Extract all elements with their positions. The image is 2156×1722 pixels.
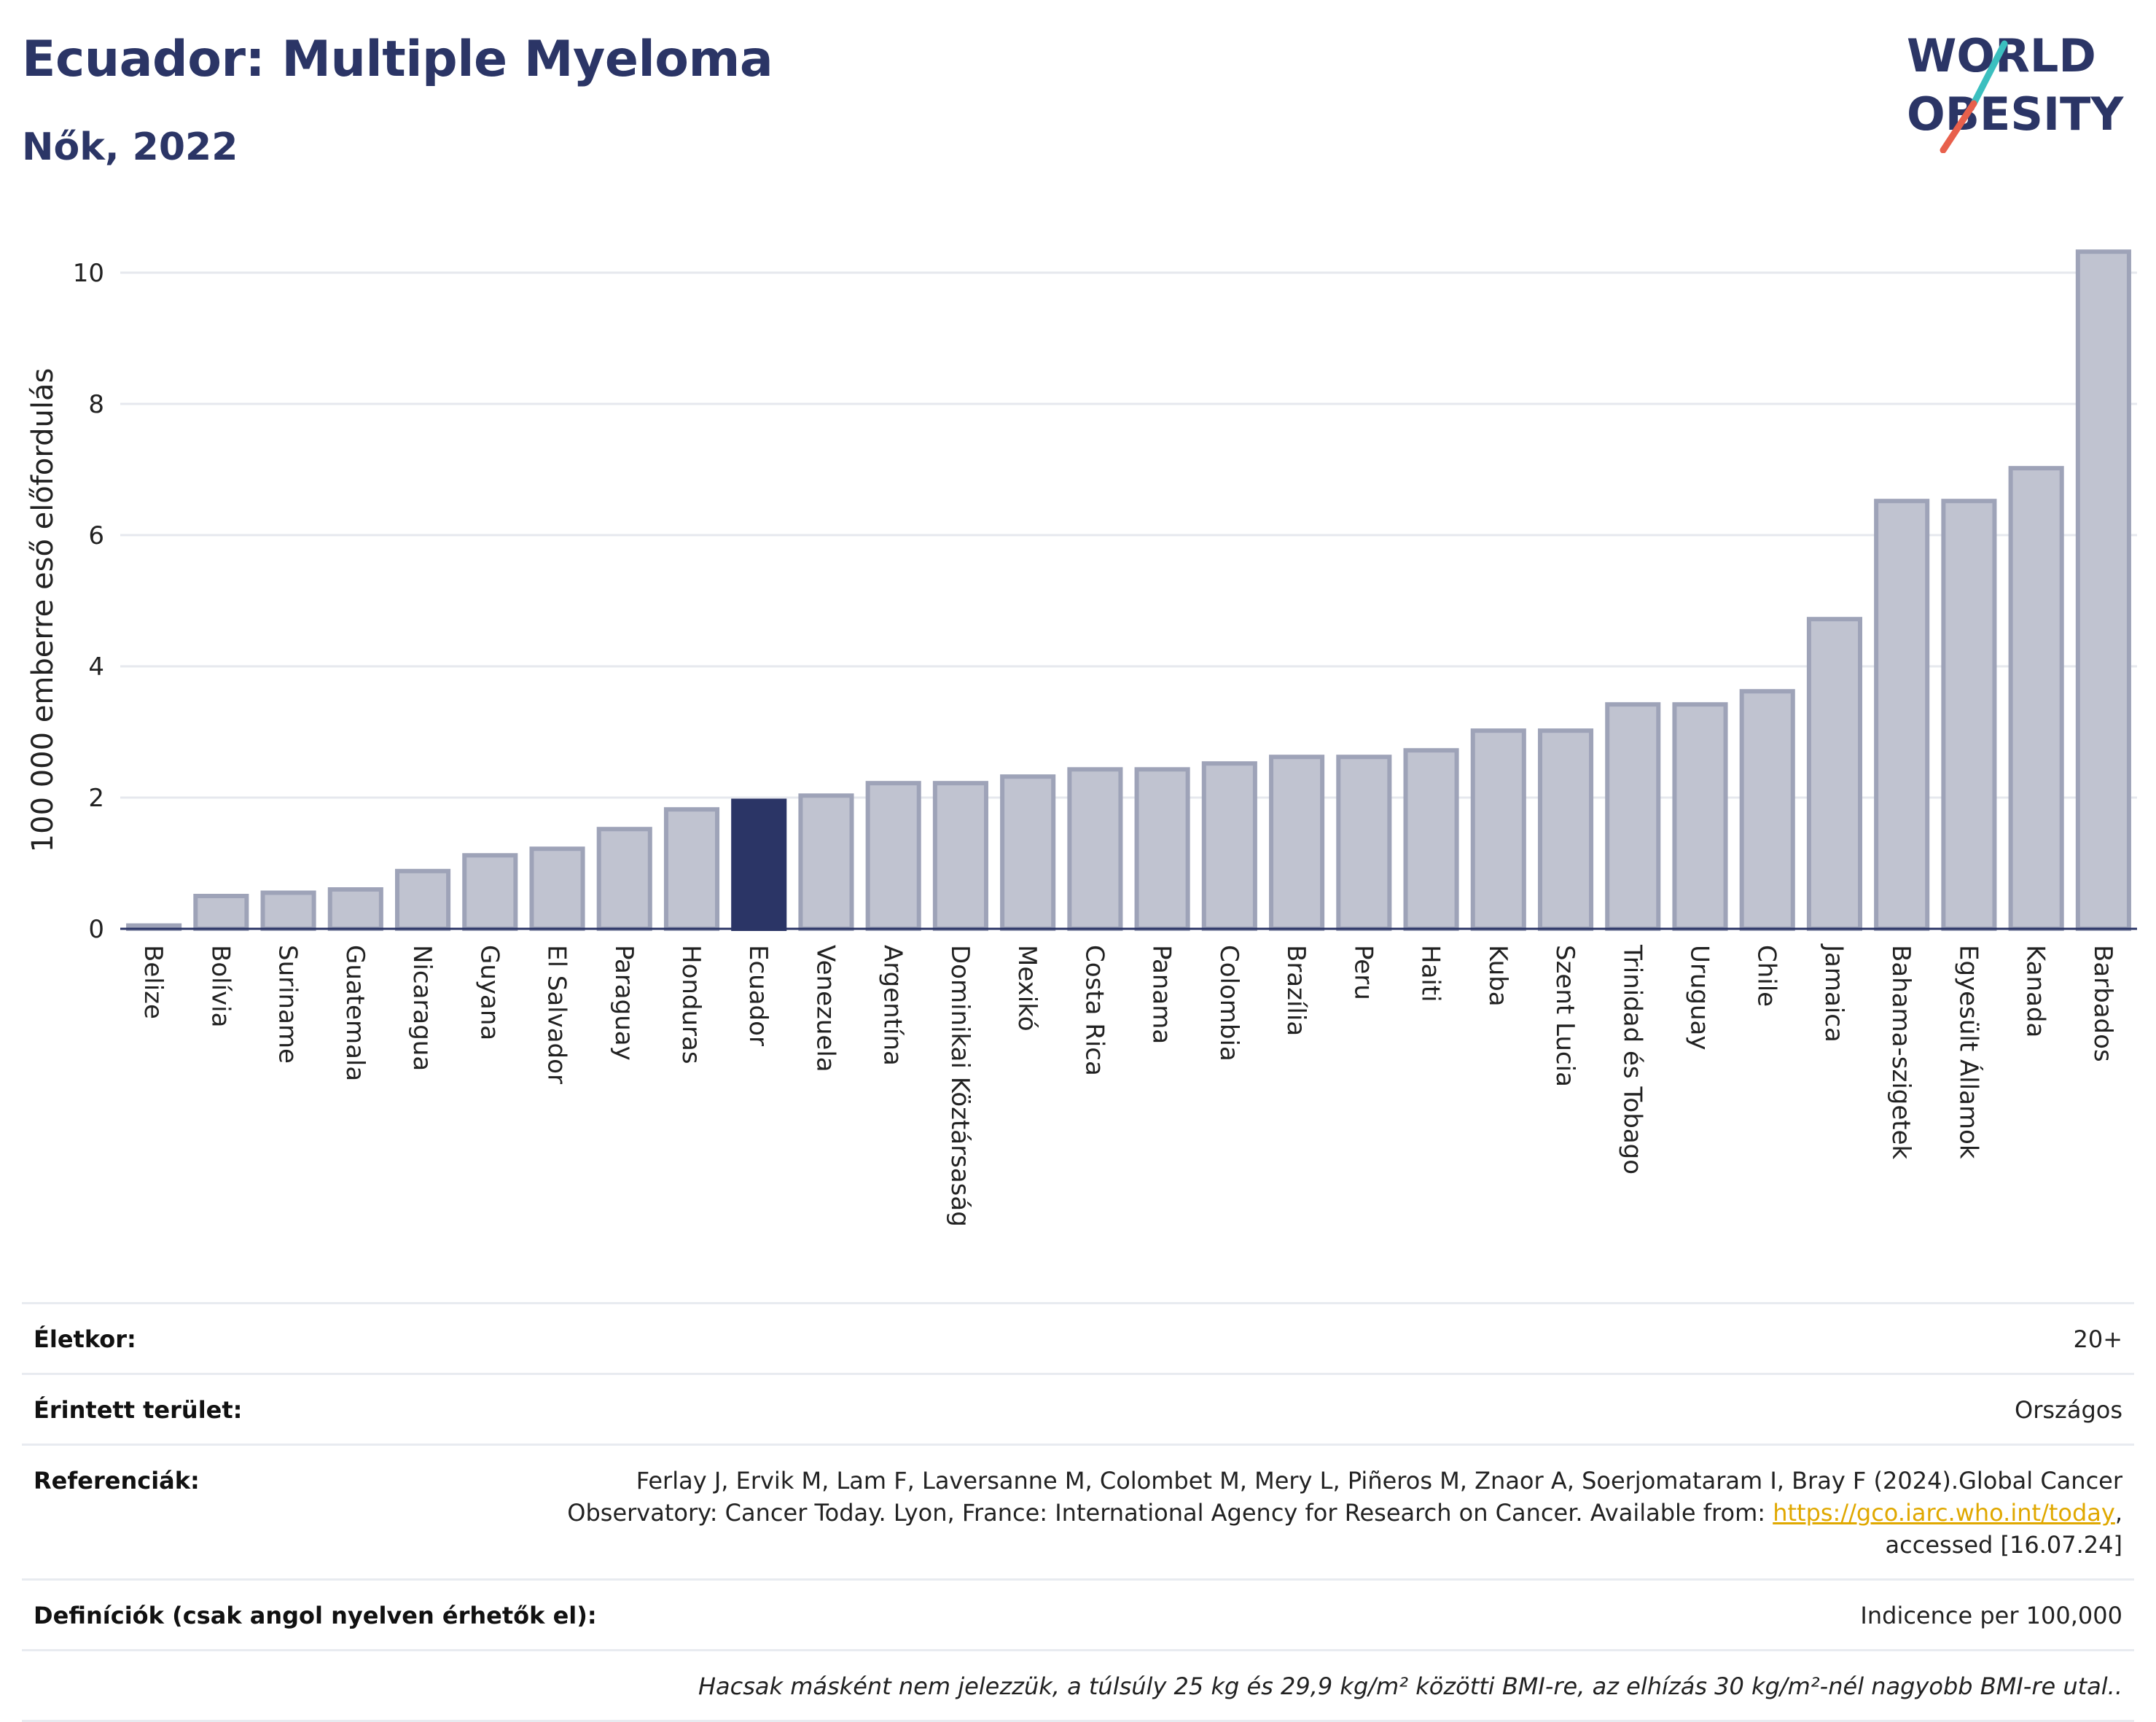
bar — [1403, 748, 1459, 932]
x-tick-label: Guatemala — [340, 945, 370, 1081]
references-accessed: , accessed [16.07.24] — [1885, 1499, 2122, 1559]
y-tick-label: 0 — [88, 915, 104, 944]
bar — [2075, 249, 2131, 931]
bars — [126, 249, 2131, 932]
bar — [193, 894, 249, 931]
bar — [932, 781, 988, 932]
age-row: Életkor: 20+ — [22, 1302, 2134, 1373]
bar — [798, 793, 854, 931]
logo-slash-teal — [1970, 40, 2008, 107]
bar-highlight — [731, 798, 787, 931]
x-tick-label: Haiti — [1416, 945, 1445, 1002]
x-tick-label: Costa Rica — [1079, 945, 1109, 1076]
x-tick-label: Trinidad és Tobago — [1617, 944, 1647, 1174]
bar — [2008, 466, 2064, 931]
page-subtitle: Nők, 2022 — [22, 125, 238, 169]
y-tick-label: 10 — [73, 259, 104, 288]
bar — [1269, 755, 1325, 932]
x-tick-label: Panama — [1147, 945, 1176, 1044]
references-value: Ferlay J, Ervik M, Lam F, Laversanne M, … — [555, 1465, 2122, 1561]
x-tick-label: Mexikó — [1012, 945, 1042, 1032]
x-tick-label: Dominikai Köztársaság — [945, 945, 975, 1227]
x-tick-label: Chile — [1752, 945, 1781, 1007]
x-tick-label: Venezuela — [811, 945, 840, 1072]
info-table: Életkor: 20+ Érintett terület: Országos … — [22, 1302, 2134, 1722]
x-tick-label: El Salvador — [542, 945, 571, 1084]
references-row: Referenciák: Ferlay J, Ervik M, Lam F, L… — [22, 1444, 2134, 1578]
x-tick-label: Argentína — [878, 945, 907, 1066]
bar — [327, 887, 383, 931]
bar — [596, 827, 652, 932]
x-tick-label: Bahama-szigetek — [1886, 945, 1915, 1160]
definitions-row: Definíciók (csak angol nyelven érhetők e… — [22, 1578, 2134, 1649]
bar — [1000, 774, 1056, 932]
x-tick-label: Peru — [1348, 945, 1378, 1000]
y-tick-label: 4 — [88, 652, 104, 682]
x-tick-label: Jamaica — [1819, 943, 1848, 1043]
x-tick-label: Ecuador — [743, 945, 773, 1046]
x-tick-label: Egyesült Államok — [1953, 945, 1983, 1159]
area-row: Érintett terület: Országos — [22, 1373, 2134, 1444]
references-label: Referenciák: — [34, 1467, 200, 1495]
y-tick-label: 8 — [88, 390, 104, 419]
references-text: Ferlay J, Ervik M, Lam F, Laversanne M, … — [567, 1467, 2122, 1527]
x-tick-label: Suriname — [273, 945, 302, 1064]
x-tick-labels: Belize Bolívia Suriname Guatemala Nicaragua G… — [138, 943, 2117, 1227]
bar — [1672, 702, 1728, 931]
x-tick-label: Colombia — [1214, 945, 1243, 1061]
age-value: 20+ — [2073, 1325, 2122, 1353]
x-tick-label: Brazília — [1281, 945, 1311, 1036]
definitions-label: Definíciók (csak angol nyelven érhetők e… — [34, 1602, 597, 1629]
x-tick-label: Paraguay — [609, 945, 638, 1061]
bar — [395, 868, 451, 931]
area-value: Országos — [2015, 1396, 2122, 1424]
bar — [1739, 689, 1795, 931]
bar — [663, 807, 720, 932]
x-tick-label: Kanada — [2021, 945, 2050, 1037]
bar — [1874, 499, 1930, 931]
world-obesity-logo: WORLD OBESITY — [1907, 29, 2124, 153]
references-link[interactable]: https://gco.iarc.who.int/today — [1773, 1499, 2115, 1527]
y-axis-label: 100 000 emberre eső előfordulás — [26, 368, 60, 853]
note-row: Hacsak másként nem jelezzük, a túlsúly 2… — [22, 1649, 2134, 1722]
area-label: Érintett terület: — [34, 1396, 243, 1424]
y-tick-label: 2 — [88, 784, 104, 813]
bar — [865, 781, 921, 932]
x-tick-label: Belize — [138, 945, 168, 1019]
page-title: Ecuador: Multiple Myeloma — [22, 31, 773, 88]
x-tick-label: Barbados — [2088, 945, 2117, 1062]
bar — [529, 846, 585, 932]
bar — [1806, 617, 1862, 931]
x-tick-label: Szent Lucia — [1550, 945, 1579, 1087]
x-tick-label: Kuba — [1483, 945, 1512, 1007]
x-tick-label: Honduras — [676, 945, 706, 1064]
bar — [1201, 761, 1257, 932]
bar — [1134, 767, 1190, 931]
logo-slash-red — [1940, 100, 1977, 153]
y-tick-label: 6 — [88, 521, 104, 550]
x-tick-label: Nicaragua — [407, 945, 437, 1071]
bar — [1605, 702, 1661, 931]
age-label: Életkor: — [34, 1325, 136, 1353]
bar — [1470, 728, 1526, 931]
bar — [1537, 728, 1594, 931]
x-tick-label: Uruguay — [1684, 945, 1714, 1051]
bar — [462, 853, 518, 932]
bar — [1336, 755, 1392, 932]
logo-line-2: OBESITY — [1907, 87, 2124, 141]
x-tick-label: Bolívia — [206, 945, 235, 1027]
grid-lines — [120, 271, 2137, 799]
bar — [1941, 499, 1997, 931]
bar — [1067, 767, 1123, 931]
x-tick-label: Guyana — [474, 945, 504, 1040]
bar — [260, 890, 316, 931]
definitions-value: Indicence per 100,000 — [1860, 1602, 2122, 1629]
bar-chart: 0 2 4 6 8 10 Belize Bolívia Suriname Guatemala Ni… — [26, 249, 2137, 1227]
bmi-note: Hacsak másként nem jelezzük, a túlsúly 2… — [698, 1672, 2122, 1700]
y-tick-labels: 0 2 4 6 8 10 — [73, 259, 104, 944]
